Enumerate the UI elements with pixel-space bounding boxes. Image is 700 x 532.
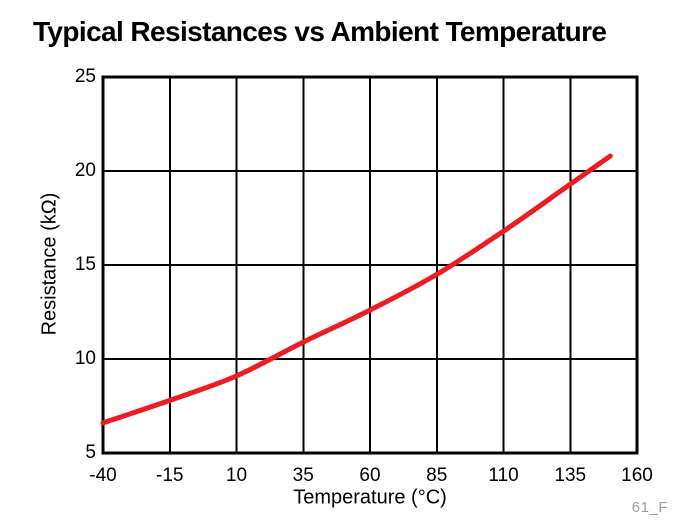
y-tick-label: 25 (74, 66, 96, 87)
x-tick-label: -15 (156, 465, 184, 486)
chart-title: Typical Resistances vs Ambient Temperatu… (33, 16, 607, 47)
x-tick-label: 160 (621, 465, 653, 486)
plot-frame (101, 75, 639, 455)
x-tick-label: 135 (554, 465, 587, 486)
y-tick-label: 20 (74, 160, 96, 181)
y-tick-label: 10 (74, 348, 96, 369)
x-tick-label: 10 (225, 465, 248, 486)
y-tick-label: 15 (74, 254, 96, 275)
y-axis-label: Resistance (kΩ) (38, 192, 61, 336)
figure-code: 61_F (631, 499, 668, 516)
y-tick-label: 5 (85, 442, 96, 463)
x-tick-label: -40 (89, 465, 117, 486)
x-tick-label: 60 (359, 465, 381, 486)
x-tick-label: 35 (292, 465, 314, 486)
x-axis-label: Temperature (°C) (293, 486, 447, 509)
x-tick-label: 85 (426, 465, 448, 486)
x-tick-label: 110 (488, 465, 519, 486)
resistance-curve (100, 153, 613, 426)
